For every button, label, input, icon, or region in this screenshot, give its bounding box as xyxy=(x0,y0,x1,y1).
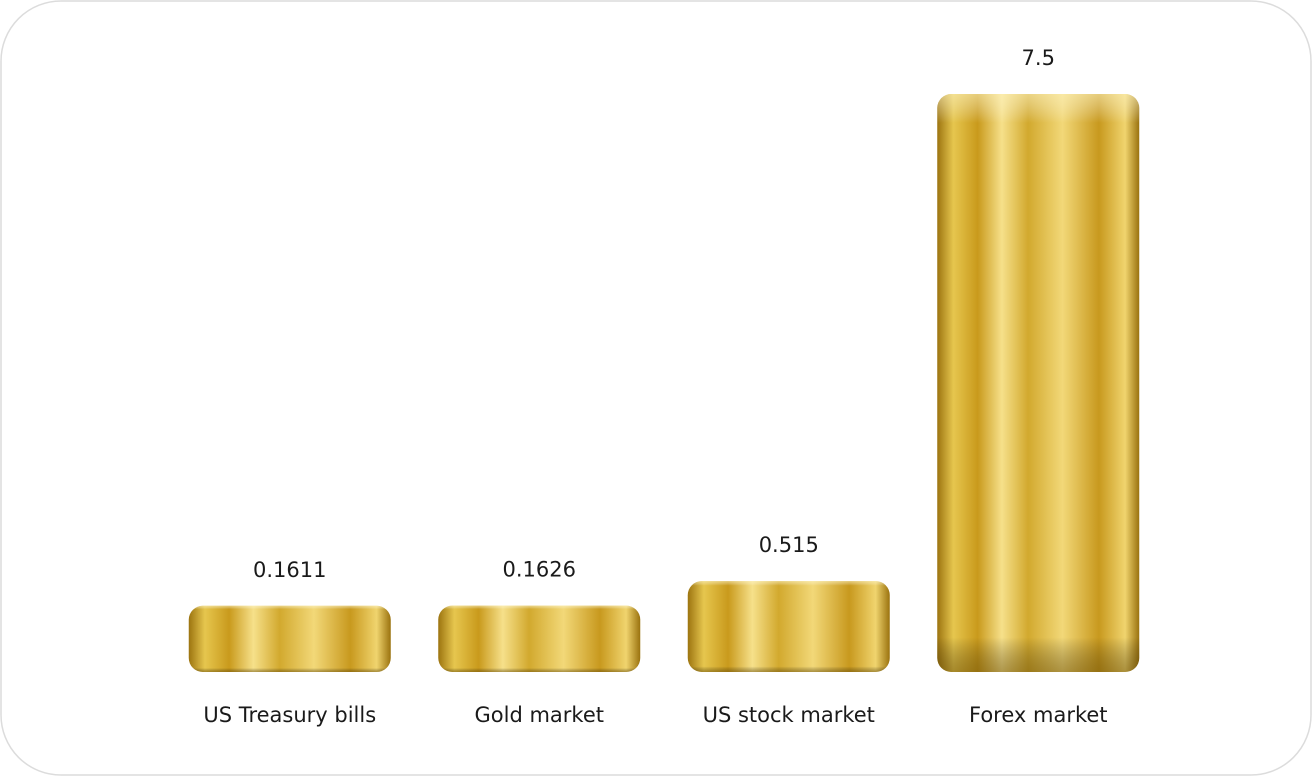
x-tick-label: Gold market xyxy=(475,703,605,727)
bar-shading xyxy=(937,94,1140,672)
bar-shading xyxy=(687,581,890,672)
value-label: 7.5 xyxy=(1022,46,1055,70)
value-label: 0.1626 xyxy=(503,558,576,582)
value-label: 0.515 xyxy=(759,533,819,557)
bar-shading xyxy=(188,605,391,672)
x-tick-label: Forex market xyxy=(969,703,1108,727)
x-tick-label: US Treasury bills xyxy=(203,703,376,727)
value-label: 0.1611 xyxy=(253,558,326,582)
bar-shading xyxy=(438,605,641,672)
x-tick-label: US stock market xyxy=(703,703,875,727)
